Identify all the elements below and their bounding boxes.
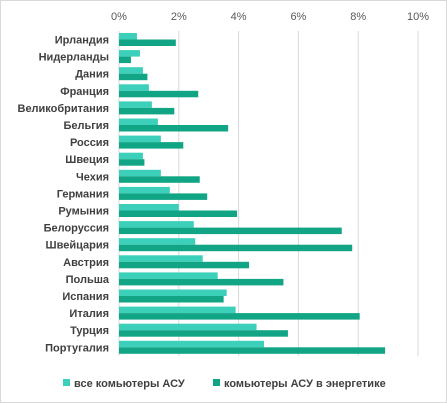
bar-energy-computers [119, 56, 131, 64]
category-labels: Ирландия Нидерланды Дания Франция Великобрит… [18, 35, 110, 355]
category-label: Россия [70, 137, 109, 149]
bar-all-computers [119, 289, 227, 296]
bar-energy-computers [119, 278, 284, 286]
x-tick-label: 8% [350, 11, 366, 23]
bar-energy-computers [119, 210, 238, 217]
bar-energy-computers [119, 142, 184, 149]
category-label: Турция [70, 325, 109, 337]
x-tick-label: 10% [407, 11, 429, 23]
category-label: Дания [75, 69, 109, 81]
category-label: Австрия [63, 257, 109, 269]
bar-all-computers [119, 101, 152, 108]
category-label: Румыния [58, 206, 109, 218]
bar-energy-computers [119, 107, 175, 115]
category-label: Португалия [45, 342, 109, 354]
bar-energy-computers [119, 193, 208, 200]
x-tick-label: 6% [290, 11, 306, 23]
bar-all-computers [119, 221, 194, 228]
category-label: Нидерланды [39, 52, 109, 64]
bar-energy-computers [119, 125, 229, 132]
bars [119, 33, 386, 354]
bar-all-computers [119, 255, 203, 262]
category-label: Италия [69, 308, 109, 320]
legend-swatch-energy-computers [213, 379, 220, 386]
category-label: Белоруссия [44, 223, 109, 235]
legend-swatch-all-computers [63, 379, 70, 386]
category-label: Испания [62, 291, 109, 303]
bar-all-computers [119, 135, 161, 143]
legend-label-all-computers: все комьютеры АСУ [74, 378, 185, 390]
bar-energy-computers [119, 347, 386, 354]
bar-energy-computers [119, 313, 360, 320]
category-label: Швейцария [46, 240, 109, 252]
bar-all-computers [119, 306, 236, 314]
category-label: Германия [57, 188, 109, 200]
legend: все комьютеры АСУ комьютеры АСУ в энерге… [63, 378, 386, 390]
bar-all-computers [119, 118, 158, 125]
bar-all-computers [119, 272, 218, 279]
x-axis-ticks: 0% 2% 4% 6% 8% 10% [111, 11, 429, 23]
bar-all-computers [119, 67, 143, 74]
category-label: Франция [60, 86, 109, 98]
bar-all-computers [119, 33, 137, 40]
bar-all-computers [119, 152, 143, 160]
bar-all-computers [119, 169, 161, 177]
bar-all-computers [119, 50, 140, 57]
bar-all-computers [119, 340, 265, 348]
legend-label-energy-computers: комьютеры АСУ в энергетике [224, 378, 386, 390]
bar-energy-computers [119, 90, 199, 98]
bar-all-computers [119, 323, 257, 331]
category-label: Бельгия [63, 120, 109, 132]
category-label: Польша [66, 274, 110, 286]
category-label: Ирландия [55, 35, 109, 47]
bar-energy-computers [119, 261, 250, 269]
bar-all-computers [119, 186, 170, 194]
bar-all-computers [119, 84, 149, 91]
bar-energy-computers [119, 73, 148, 81]
bar-all-computers [119, 238, 196, 245]
bar-energy-computers [119, 39, 176, 46]
x-tick-label: 2% [171, 11, 187, 23]
bar-energy-computers [119, 227, 342, 235]
bar-energy-computers [119, 330, 288, 337]
category-label: Чехия [76, 171, 109, 183]
bar-all-computers [119, 204, 179, 211]
bar-energy-computers [119, 176, 200, 183]
x-tick-label: 4% [231, 11, 247, 23]
bar-energy-computers [119, 244, 353, 252]
x-tick-label: 0% [111, 11, 127, 23]
bar-energy-computers [119, 159, 145, 166]
bar-energy-computers [119, 296, 224, 303]
category-label: Великобритания [18, 103, 110, 115]
category-label: Швеция [65, 154, 109, 166]
